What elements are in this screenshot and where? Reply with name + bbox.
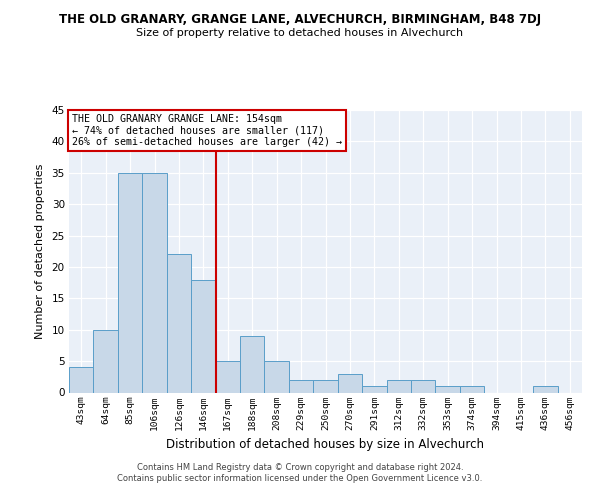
Text: THE OLD GRANARY, GRANGE LANE, ALVECHURCH, BIRMINGHAM, B48 7DJ: THE OLD GRANARY, GRANGE LANE, ALVECHURCH… (59, 12, 541, 26)
Bar (167, 254, 191, 392)
Bar (436, 386, 460, 392)
Bar (94, 330, 118, 392)
Y-axis label: Number of detached properties: Number of detached properties (35, 164, 44, 339)
Bar (460, 386, 484, 392)
Bar (215, 361, 240, 392)
Bar (142, 173, 167, 392)
Text: Size of property relative to detached houses in Alvechurch: Size of property relative to detached ho… (136, 28, 464, 38)
Bar (313, 380, 338, 392)
Bar (411, 380, 436, 392)
Bar (69, 368, 94, 392)
Bar (289, 380, 313, 392)
Bar (191, 280, 215, 392)
Bar (386, 380, 411, 392)
Text: THE OLD GRANARY GRANGE LANE: 154sqm
← 74% of detached houses are smaller (117)
2: THE OLD GRANARY GRANGE LANE: 154sqm ← 74… (71, 114, 341, 148)
Bar (533, 386, 557, 392)
Bar (338, 374, 362, 392)
Text: Contains HM Land Registry data © Crown copyright and database right 2024.: Contains HM Land Registry data © Crown c… (137, 462, 463, 471)
Bar (240, 336, 265, 392)
X-axis label: Distribution of detached houses by size in Alvechurch: Distribution of detached houses by size … (167, 438, 485, 451)
Bar (265, 361, 289, 392)
Bar (362, 386, 386, 392)
Text: Contains public sector information licensed under the Open Government Licence v3: Contains public sector information licen… (118, 474, 482, 483)
Bar (118, 173, 142, 392)
